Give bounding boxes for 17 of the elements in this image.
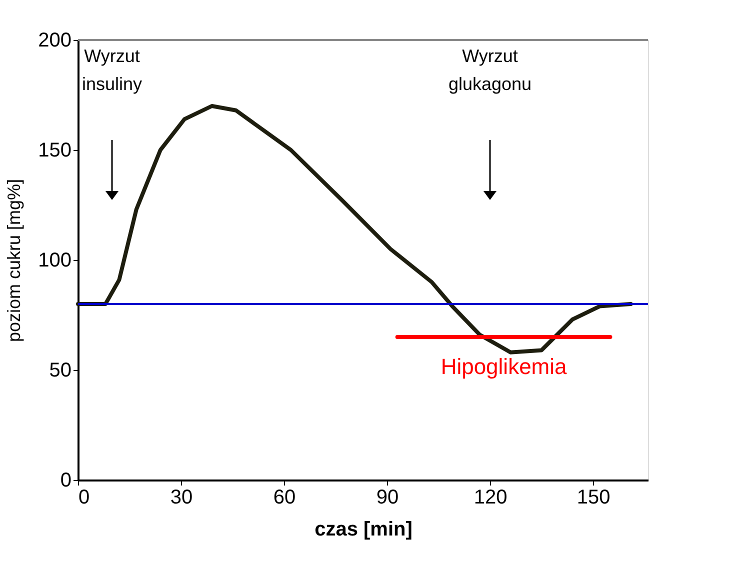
x-tick-label: 120	[474, 486, 508, 508]
series-label: Hipoglikemia	[440, 354, 568, 379]
x-axis-title: czas [min]	[314, 518, 412, 540]
y-axis-title: poziom cukru [mg%]	[4, 178, 24, 342]
x-tick-label: 0	[78, 486, 90, 508]
annotation: Wyrzut glukagonu	[448, 46, 532, 94]
y-tick-label: 100	[38, 250, 72, 272]
y-tick-label: 150	[38, 140, 72, 162]
y-tick-label: 0	[60, 470, 72, 492]
x-tick-label: 90	[376, 486, 399, 508]
line-series	[76, 104, 633, 354]
x-tick-label: 30	[170, 486, 193, 508]
annotation: Wyrzut insuliny	[82, 46, 142, 94]
y-tick-label: 50	[49, 360, 72, 382]
y-tick-label: 200	[38, 30, 72, 52]
x-tick-label: 150	[576, 486, 610, 508]
x-tick-label: 60	[273, 486, 296, 508]
